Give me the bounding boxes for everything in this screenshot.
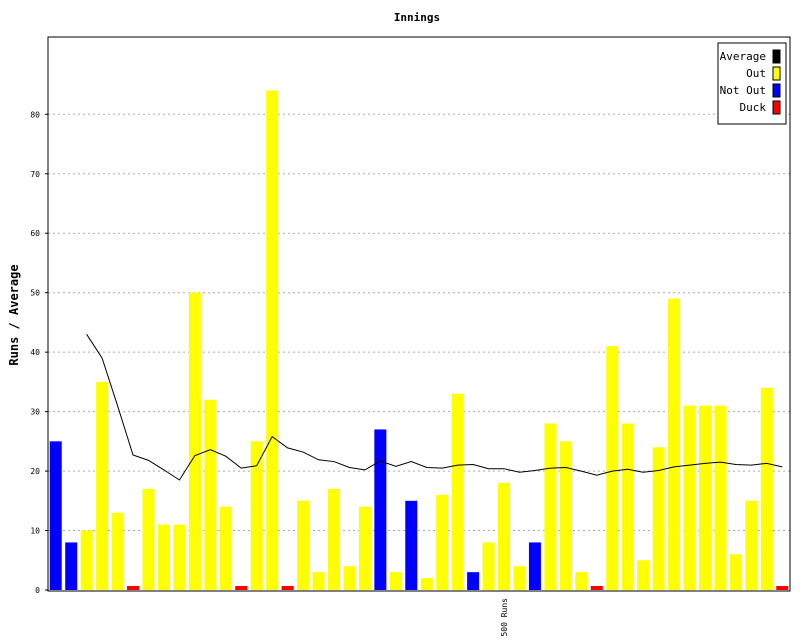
bar: [683, 405, 696, 590]
bar: [250, 441, 263, 590]
y-tick-label: 70: [30, 170, 40, 179]
bar: [297, 500, 310, 590]
bar: [204, 399, 217, 590]
bars: [49, 90, 789, 591]
y-tick-label: 0: [35, 586, 40, 595]
bar: [668, 298, 681, 590]
bar: [157, 524, 170, 590]
bar: [327, 488, 340, 590]
bar: [405, 500, 418, 590]
legend-swatch: [772, 49, 781, 64]
milestone-label: 500 Runs: [500, 598, 509, 637]
bar: [729, 554, 742, 590]
chart-title: Innings: [394, 11, 440, 24]
bar: [714, 405, 727, 590]
y-axis-label: Runs / Average: [7, 264, 21, 365]
bar: [142, 488, 155, 590]
bar: [343, 566, 356, 590]
legend-label: Average: [720, 50, 766, 63]
y-tick-label: 20: [30, 467, 40, 476]
bar: [513, 566, 526, 590]
bar: [235, 586, 248, 590]
bar: [266, 90, 279, 591]
bar: [127, 586, 140, 590]
bar: [389, 572, 402, 590]
bar: [111, 512, 124, 590]
bar: [358, 506, 371, 590]
legend-swatch: [772, 83, 781, 98]
bar: [173, 524, 186, 590]
annotations: 500 Runs: [500, 598, 509, 637]
plot-frame: [47, 36, 791, 592]
bar: [467, 572, 480, 590]
bar: [637, 560, 650, 590]
bar: [96, 381, 109, 590]
bar: [219, 506, 232, 590]
legend-label: Out: [746, 67, 766, 80]
bar: [544, 423, 557, 590]
grid-lines: [48, 113, 790, 532]
y-tick-label: 50: [30, 289, 40, 298]
legend-label: Not Out: [720, 84, 766, 97]
y-tick-label: 30: [30, 408, 40, 417]
y-tick-label: 80: [30, 110, 40, 119]
bar: [482, 542, 495, 590]
bar: [652, 447, 665, 590]
bar: [80, 530, 93, 590]
bar: [374, 429, 387, 590]
bar: [65, 542, 78, 590]
bar: [451, 393, 464, 590]
bar: [698, 405, 711, 590]
bar: [621, 423, 634, 590]
bar: [760, 387, 773, 590]
legend-swatch: [772, 100, 781, 115]
bar: [745, 500, 758, 590]
bar: [420, 578, 433, 590]
bar: [575, 572, 588, 590]
bar: [559, 441, 572, 590]
bar: [436, 494, 449, 590]
bar: [590, 586, 603, 590]
y-tick-label: 10: [30, 527, 40, 536]
average-line: [86, 334, 783, 481]
y-axis-ticks: 0 10 20 30 40 50 60 70 80: [30, 110, 48, 595]
bar: [528, 542, 541, 590]
y-tick-label: 60: [30, 229, 40, 238]
bar: [281, 586, 294, 590]
bar: [498, 482, 511, 590]
legend: Average Out Not Out Duck: [717, 42, 787, 125]
y-tick-label: 40: [30, 348, 40, 357]
bar: [49, 441, 62, 590]
legend-swatch: [772, 66, 781, 81]
bar: [606, 346, 619, 590]
bar: [312, 572, 325, 590]
bar: [776, 586, 789, 590]
legend-label: Duck: [740, 101, 767, 114]
bar: [188, 292, 201, 590]
